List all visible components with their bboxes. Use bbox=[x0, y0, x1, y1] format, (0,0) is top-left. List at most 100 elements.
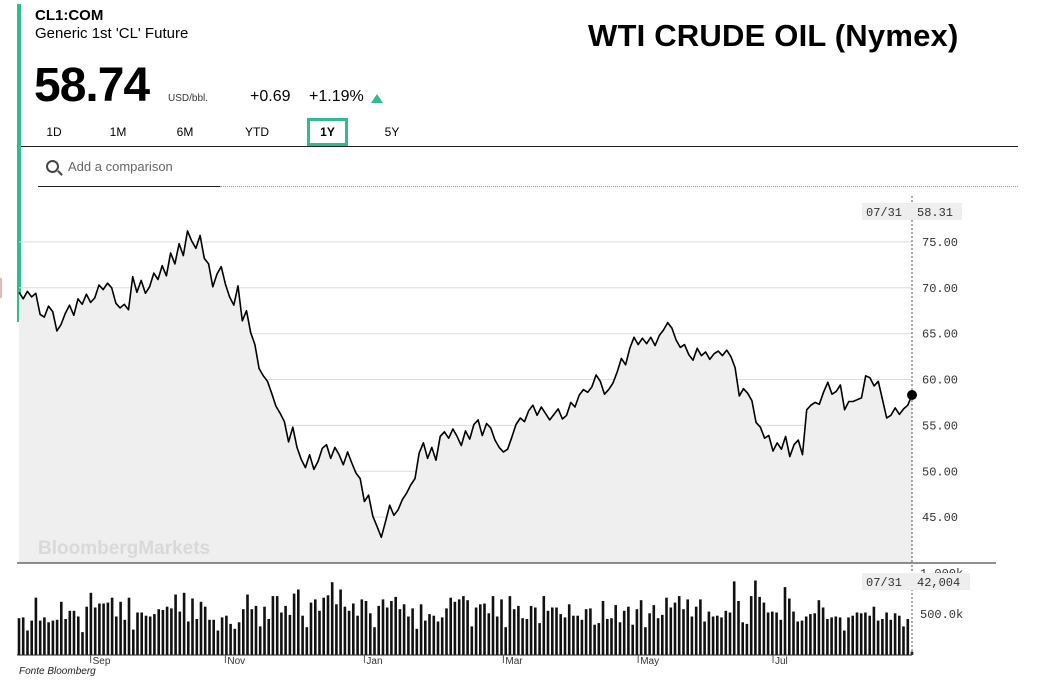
volume-bar bbox=[902, 626, 905, 655]
comparison-search[interactable]: Add a comparison bbox=[38, 156, 220, 187]
volume-bar bbox=[178, 611, 182, 655]
volume-bar bbox=[322, 597, 325, 655]
volume-bar bbox=[834, 616, 838, 655]
volume-bar bbox=[754, 580, 757, 655]
volume-bar bbox=[415, 628, 419, 655]
volume-bar bbox=[462, 596, 465, 655]
volume-bar bbox=[593, 624, 596, 655]
tab-5y[interactable]: 5Y bbox=[384, 125, 400, 139]
volume-bar bbox=[64, 619, 67, 655]
security-name: Generic 1st 'CL' Future bbox=[35, 25, 189, 42]
price-y-tick-label: 60.00 bbox=[922, 374, 958, 388]
volume-bar bbox=[424, 620, 427, 655]
volume-bar bbox=[280, 612, 283, 655]
volume-bar bbox=[38, 620, 42, 655]
headline-title: WTI CRUDE OIL (Nymex) bbox=[588, 18, 959, 53]
volume-bar bbox=[106, 602, 110, 655]
volume-bar bbox=[356, 615, 359, 655]
volume-bar bbox=[745, 623, 749, 655]
volume-bar bbox=[821, 607, 825, 655]
volume-bar bbox=[123, 619, 127, 655]
volume-bar bbox=[576, 615, 579, 655]
volume-bar bbox=[457, 599, 461, 655]
volume-bar bbox=[491, 596, 495, 655]
volume-bar bbox=[906, 619, 910, 655]
volume-bar bbox=[26, 630, 29, 655]
volume-bar bbox=[847, 617, 850, 655]
volume-bar bbox=[60, 601, 63, 655]
volume-bar bbox=[800, 620, 804, 655]
volume-bar bbox=[580, 619, 584, 655]
volume-bar bbox=[352, 603, 355, 655]
volume-bar bbox=[110, 597, 114, 655]
volume-bar bbox=[732, 581, 736, 655]
volume-bar bbox=[779, 619, 783, 655]
volume-bar bbox=[377, 605, 380, 655]
volume-bar bbox=[335, 604, 338, 655]
price-y-tick-label: 70.00 bbox=[922, 282, 958, 296]
x-tick-label: Mar bbox=[505, 656, 523, 667]
tab-6m[interactable]: 6M bbox=[176, 125, 194, 139]
volume-bar bbox=[631, 624, 634, 655]
accent-bar bbox=[17, 4, 21, 322]
volume-bar bbox=[508, 596, 512, 655]
volume-bar bbox=[195, 619, 199, 655]
volume-bar bbox=[275, 596, 279, 655]
volume-bar bbox=[301, 615, 304, 655]
volume-bar bbox=[229, 623, 232, 655]
volume-bar bbox=[876, 620, 880, 655]
volume-bar bbox=[182, 592, 186, 655]
edge-marker bbox=[0, 278, 2, 298]
volume-bar bbox=[610, 618, 613, 655]
volume-bar bbox=[563, 617, 567, 655]
up-triangle-icon bbox=[371, 94, 383, 103]
last-price: 58.74 bbox=[34, 59, 150, 112]
volume-bar bbox=[758, 596, 761, 655]
tab-ytd[interactable]: YTD bbox=[245, 125, 269, 139]
price-line bbox=[18, 230, 913, 539]
volume-bar bbox=[673, 602, 677, 655]
volume-bar bbox=[898, 615, 901, 655]
volume-bar bbox=[665, 597, 668, 655]
volume-bar bbox=[208, 619, 211, 655]
volume-bar bbox=[720, 617, 723, 655]
volume-bar bbox=[453, 601, 457, 655]
volume-bar bbox=[419, 604, 423, 655]
volume-readout-date: 07/31 bbox=[866, 576, 902, 590]
volume-bar bbox=[809, 614, 812, 655]
search-input[interactable]: Add a comparison bbox=[68, 159, 173, 174]
volume-bar bbox=[813, 613, 816, 655]
volume-bar bbox=[529, 605, 533, 655]
volume-bar bbox=[305, 627, 309, 655]
tab-1m[interactable]: 1M bbox=[109, 125, 127, 139]
volume-bar bbox=[68, 610, 72, 655]
timeframe-tabs: 1D 1M 6M YTD 1Y 5Y bbox=[0, 118, 1047, 146]
volume-readout-box bbox=[862, 573, 970, 590]
volume-bar bbox=[127, 597, 131, 655]
volume-bar bbox=[43, 617, 46, 655]
tab-1y[interactable]: 1Y bbox=[307, 118, 348, 146]
volume-bar bbox=[157, 609, 160, 655]
volume-bar bbox=[885, 612, 888, 655]
volume-bar bbox=[838, 617, 842, 655]
volume-bar bbox=[339, 589, 342, 655]
volume-bar bbox=[77, 616, 80, 655]
volume-bar bbox=[407, 616, 410, 655]
volume-bar bbox=[639, 600, 643, 655]
volume-bar bbox=[606, 619, 609, 655]
price-readout-value: 58.31 bbox=[917, 206, 953, 220]
volume-bar bbox=[385, 607, 389, 655]
volume-bar bbox=[517, 605, 520, 655]
volume-bar bbox=[102, 603, 105, 655]
volume-bar bbox=[284, 605, 287, 655]
volume-bar bbox=[203, 606, 207, 655]
volume-bar bbox=[254, 605, 258, 655]
x-tick-label: Jul bbox=[775, 656, 788, 667]
volume-bar bbox=[796, 621, 799, 655]
volume-bar bbox=[174, 594, 177, 655]
tab-1d[interactable]: 1D bbox=[46, 125, 62, 139]
volume-bar bbox=[728, 612, 732, 655]
volume-bar bbox=[242, 609, 245, 655]
volume-bar bbox=[343, 606, 347, 655]
volume-bar bbox=[724, 610, 728, 655]
